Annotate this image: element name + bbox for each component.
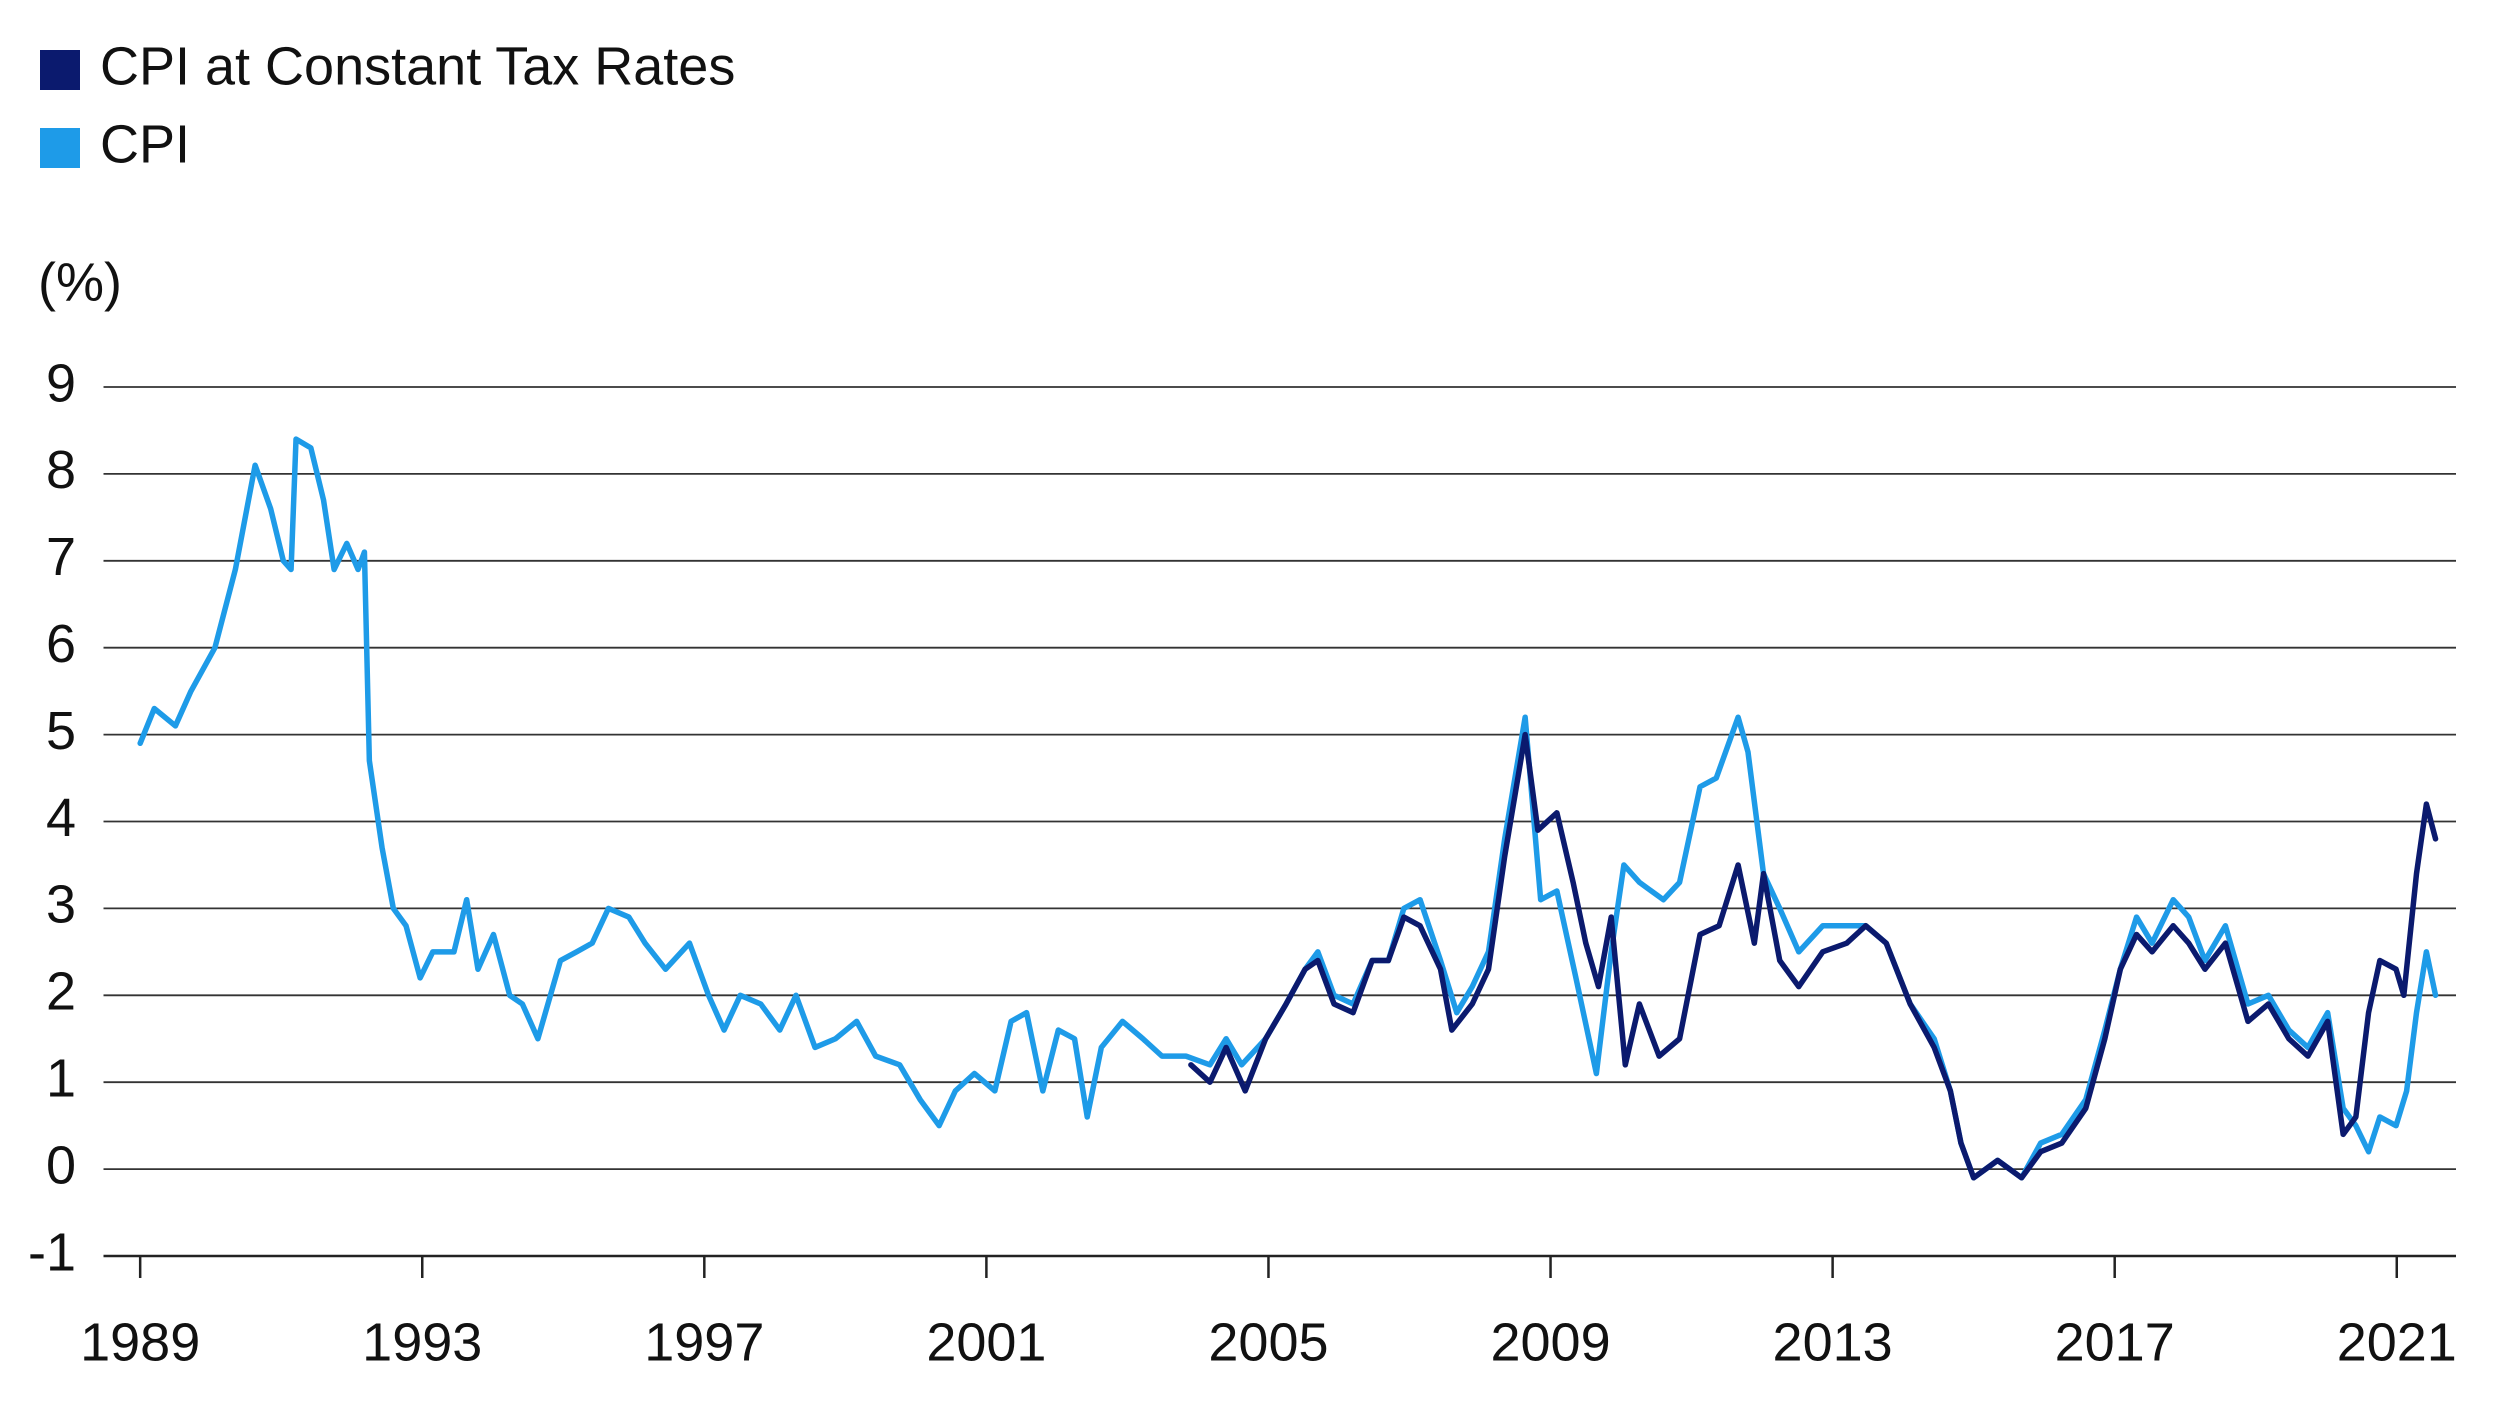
- x-tick-label: 1989: [80, 1312, 200, 1372]
- x-tick-label: 1997: [644, 1312, 764, 1372]
- y-tick-label: 0: [46, 1135, 76, 1195]
- x-tick-label: 2005: [1208, 1312, 1328, 1372]
- y-tick-label: 5: [46, 701, 76, 761]
- legend-label: CPI at Constant Tax Rates: [100, 36, 735, 96]
- y-tick-label: 3: [46, 875, 76, 935]
- y-tick-label: 9: [46, 353, 76, 413]
- legend-swatch: [40, 50, 80, 90]
- y-tick-label: 4: [46, 788, 76, 848]
- x-tick-label: 2001: [926, 1312, 1046, 1372]
- y-tick-label: 2: [46, 962, 76, 1022]
- x-tick-label: 2009: [1490, 1312, 1610, 1372]
- y-tick-label: -1: [28, 1222, 76, 1282]
- x-tick-label: 2021: [2337, 1312, 2457, 1372]
- y-tick-label: 8: [46, 440, 76, 500]
- legend-label: CPI: [100, 114, 190, 174]
- x-tick-label: 2017: [2055, 1312, 2175, 1372]
- legend-swatch: [40, 128, 80, 168]
- y-axis-label: (%): [38, 252, 122, 312]
- y-tick-label: 6: [46, 614, 76, 674]
- line-series: [137, 436, 2439, 1181]
- y-tick-label: 7: [46, 527, 76, 587]
- line-series: [1188, 731, 2439, 1181]
- y-tick-label: 1: [46, 1048, 76, 1108]
- x-tick-label: 1993: [362, 1312, 482, 1372]
- x-tick-label: 2013: [1773, 1312, 1893, 1372]
